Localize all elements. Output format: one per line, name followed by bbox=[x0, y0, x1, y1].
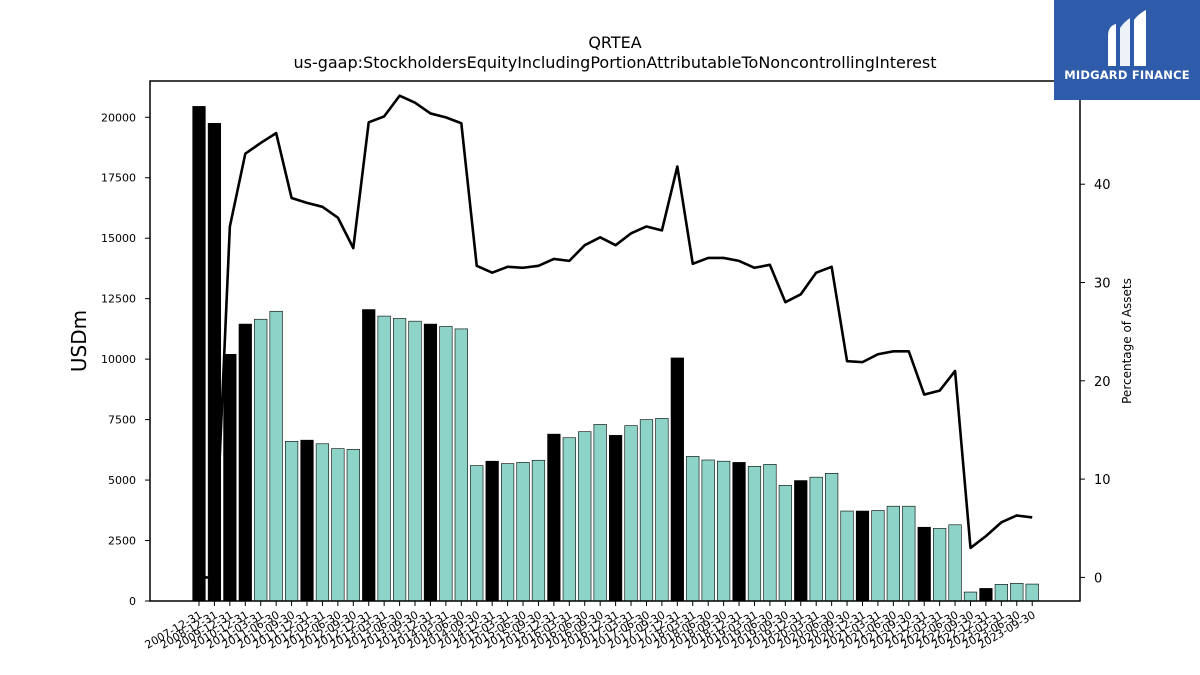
left-axis: 0 2500 5000 7500 10000 12500 15000 17500 20000 bbox=[101, 111, 150, 608]
bar-2017-03-31 bbox=[624, 425, 638, 602]
bar-2012-09-30 bbox=[346, 449, 360, 602]
midgard-finance-logo: MIDGARD FINANCE bbox=[1054, 0, 1200, 100]
bar-2012-12-31 bbox=[362, 309, 376, 602]
bar-2011-03-31 bbox=[254, 318, 268, 602]
plot-frame bbox=[149, 80, 1081, 602]
y-axis-label-right: Percentage of Assets bbox=[1120, 278, 1134, 404]
bar-2021-12-31 bbox=[917, 526, 931, 602]
bar-2015-12-31 bbox=[547, 433, 561, 602]
bar-2015-06-30 bbox=[516, 462, 530, 602]
bar-2011-12-31 bbox=[300, 439, 314, 602]
bar-2017-09-30 bbox=[655, 418, 669, 602]
bar-series bbox=[192, 106, 1039, 602]
bar-2019-12-31 bbox=[794, 480, 808, 602]
bar-2021-06-30 bbox=[886, 505, 900, 602]
bar-2013-09-30 bbox=[408, 320, 422, 602]
bar-2009-12-31 bbox=[223, 353, 237, 602]
bar-2010-12-31 bbox=[238, 323, 252, 602]
left-tick-label: 10000 bbox=[101, 353, 136, 366]
bar-2014-09-30 bbox=[470, 465, 484, 602]
left-tick-label: 12500 bbox=[101, 293, 136, 306]
bar-2018-09-30 bbox=[717, 460, 731, 602]
bar-2023-09-30 bbox=[1025, 583, 1039, 602]
bar-2023-06-30 bbox=[1010, 583, 1024, 602]
bar-2016-06-30 bbox=[578, 431, 592, 602]
bar-2021-03-31 bbox=[871, 510, 885, 602]
bar-2018-03-31 bbox=[686, 456, 700, 602]
left-tick-label: 5000 bbox=[108, 474, 136, 487]
bar-2015-03-31 bbox=[500, 463, 515, 602]
right-tick-label: 30 bbox=[1094, 277, 1111, 292]
logo-text: MIDGARD FINANCE bbox=[1064, 68, 1190, 82]
bar-2013-12-31 bbox=[423, 323, 438, 602]
left-tick-label: 7500 bbox=[108, 414, 136, 427]
bar-2020-12-31 bbox=[855, 510, 870, 602]
bar-2014-12-31 bbox=[485, 460, 499, 602]
bar-2021-09-30 bbox=[902, 505, 916, 602]
bar-2016-09-30 bbox=[593, 424, 607, 602]
bar-2016-12-31 bbox=[609, 435, 623, 602]
bar-2007-12-31 bbox=[192, 106, 206, 602]
bar-2012-06-30 bbox=[331, 448, 345, 602]
bar-2017-12-31 bbox=[670, 357, 684, 602]
bar-2022-12-31 bbox=[979, 588, 993, 602]
bar-2023-03-31 bbox=[994, 584, 1008, 602]
bar-2016-03-31 bbox=[562, 437, 576, 602]
x-axis: 2007-12-312008-12-312009-12-312010-12-31… bbox=[143, 601, 1038, 652]
bar-2020-09-30 bbox=[840, 510, 854, 602]
bar-2014-06-30 bbox=[454, 328, 468, 602]
left-tick-label: 0 bbox=[129, 595, 136, 608]
bar-2008-12-31 bbox=[207, 123, 222, 602]
left-tick-label: 17500 bbox=[101, 172, 136, 185]
right-tick-label: 0 bbox=[1094, 571, 1102, 586]
bar-2013-03-31 bbox=[377, 315, 391, 602]
y-axis-label-left: USDm bbox=[67, 310, 91, 372]
bar-2019-03-31 bbox=[747, 465, 762, 602]
right-tick-label: 10 bbox=[1094, 473, 1111, 488]
bar-2017-06-30 bbox=[639, 419, 654, 602]
chart-subtitle: us-gaap:StockholdersEquityIncludingPorti… bbox=[293, 53, 936, 72]
chart-title: QRTEA bbox=[588, 33, 641, 52]
bar-2015-09-30 bbox=[531, 459, 546, 602]
bar-2022-06-30 bbox=[948, 524, 962, 602]
bar-2018-06-30 bbox=[701, 459, 715, 602]
line-series bbox=[199, 94, 1033, 579]
bar-2011-06-30 bbox=[269, 310, 283, 602]
bar-2011-09-30 bbox=[284, 441, 299, 602]
percentage-of-assets-line bbox=[199, 94, 1033, 579]
bar-2012-03-31 bbox=[315, 443, 330, 602]
bar-2020-03-31 bbox=[809, 476, 823, 602]
bar-2019-06-30 bbox=[763, 464, 777, 602]
left-tick-label: 15000 bbox=[101, 232, 136, 245]
left-tick-label: 20000 bbox=[101, 111, 136, 124]
right-tick-label: 40 bbox=[1094, 178, 1111, 193]
right-tick-label: 20 bbox=[1094, 375, 1111, 390]
left-tick-label: 2500 bbox=[108, 535, 136, 548]
bar-2022-09-30 bbox=[963, 591, 978, 602]
bar-2022-03-31 bbox=[933, 528, 947, 602]
bar-2014-03-31 bbox=[439, 326, 453, 602]
bar-2020-06-30 bbox=[825, 472, 839, 602]
bar-2018-12-31 bbox=[732, 462, 746, 602]
bar-2013-06-30 bbox=[392, 318, 407, 602]
bar-2019-09-30 bbox=[778, 485, 792, 602]
right-axis: 0 10 20 30 40 bbox=[1080, 178, 1111, 586]
logo-mark-icon bbox=[1108, 10, 1146, 66]
